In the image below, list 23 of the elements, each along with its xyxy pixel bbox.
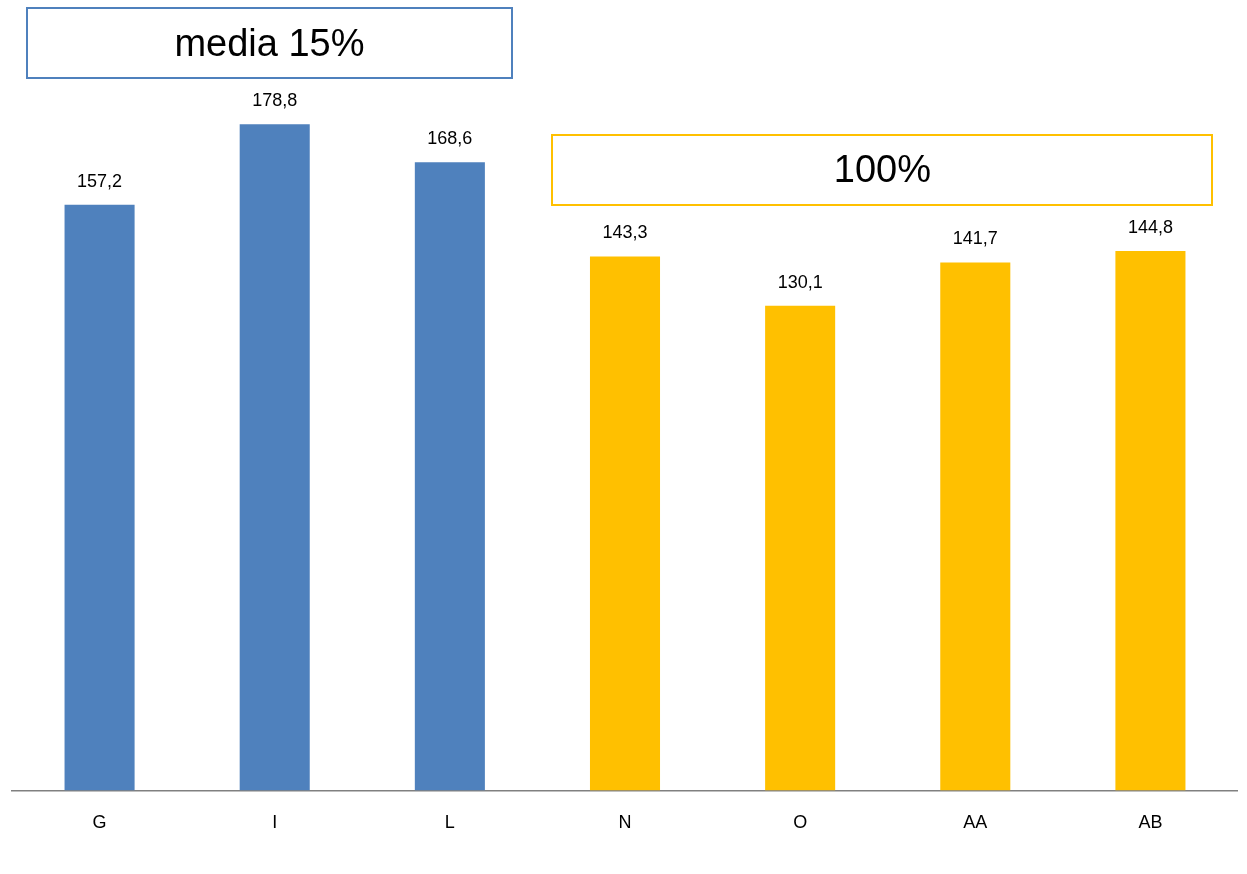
x-tick-label: N	[618, 812, 632, 833]
data-label: 157,2	[77, 170, 123, 191]
data-label: 143,3	[602, 222, 648, 243]
x-tick-label: O	[793, 812, 808, 833]
data-label: 178,8	[252, 90, 298, 111]
data-label: 144,8	[1127, 216, 1173, 237]
bar	[414, 162, 485, 791]
data-label: 141,7	[952, 228, 998, 249]
x-tick-label: I	[272, 812, 278, 833]
bar	[1115, 250, 1186, 791]
data-label: 130,1	[777, 271, 823, 292]
text: media 15%	[26, 7, 513, 80]
bar	[239, 124, 310, 791]
data-label: 168,6	[427, 128, 473, 149]
x-tick-label: AB	[1138, 812, 1163, 833]
x-tick-label: AA	[963, 812, 988, 833]
x-tick-label: G	[92, 812, 107, 833]
series-label: 100%	[551, 133, 1214, 206]
x-tick-label: L	[444, 812, 455, 833]
bar	[765, 305, 836, 791]
bar	[940, 262, 1011, 791]
bar	[64, 204, 135, 791]
bar	[589, 256, 661, 791]
